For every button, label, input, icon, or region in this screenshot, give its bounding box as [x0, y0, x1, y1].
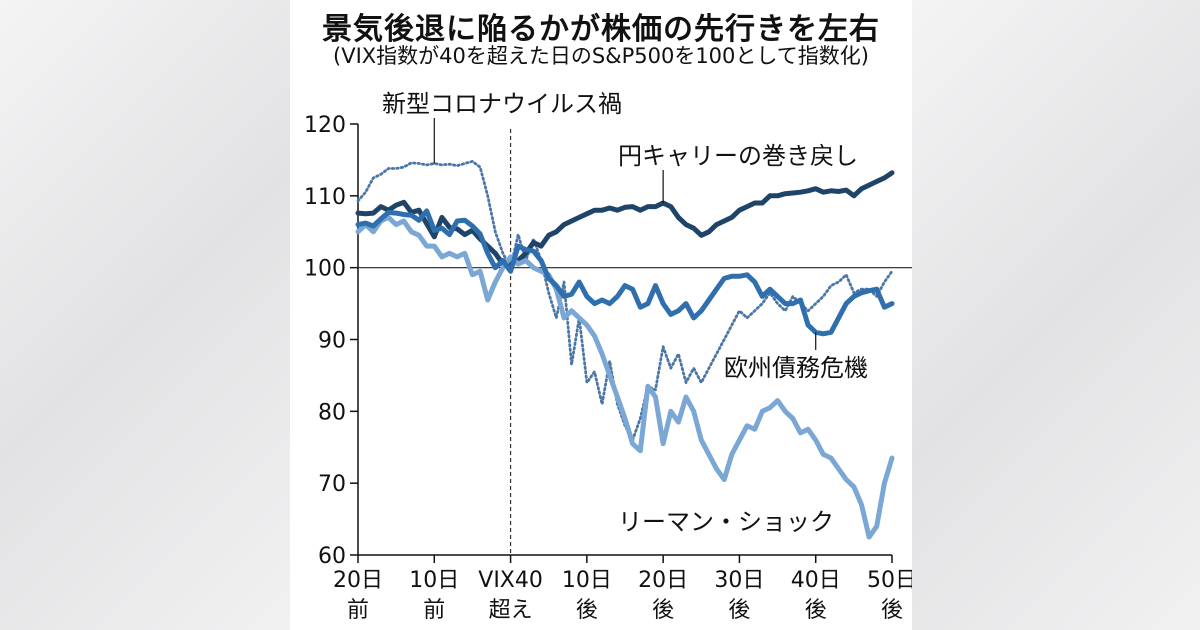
y-tick-label: 70 [318, 472, 346, 497]
x-tick-label: 10日 [409, 568, 459, 593]
x-tick-sublabel: 後 [805, 598, 827, 623]
x-tick-label: 10日 [562, 568, 612, 593]
y-tick-label: 90 [318, 329, 346, 354]
background-left [0, 0, 290, 630]
annotation-covid: 新型コロナウイルス禍 [382, 90, 622, 118]
chart-title: 景気後退に陥るかが株価の先行きを左右 [322, 12, 880, 47]
y-tick-label: 100 [304, 257, 346, 282]
y-tick-label: 80 [318, 400, 346, 425]
x-tick-label: 30日 [714, 568, 764, 593]
x-tick-sublabel: 後 [652, 598, 674, 623]
x-tick-label: 50日 [867, 568, 912, 593]
annotation-yen-carry: 円キャリーの巻き戻し [618, 142, 858, 170]
x-tick-label: 40日 [791, 568, 841, 593]
x-tick-sublabel: 後 [881, 598, 903, 623]
x-tick-label: 20日 [333, 568, 383, 593]
x-tick-label: 20日 [638, 568, 688, 593]
y-tick-label: 110 [304, 185, 346, 210]
x-tick-sublabel: 後 [576, 598, 598, 623]
y-tick-label: 60 [318, 544, 346, 569]
background-right [910, 0, 1200, 630]
chart-panel: 景気後退に陥るかが株価の先行きを左右 (VIX指数が40を超えた日のS&P500… [290, 0, 912, 630]
annotation-lehman: リーマン・ショック [618, 508, 834, 536]
x-tick-sublabel: 後 [728, 598, 750, 623]
x-tick-sublabel: 前 [423, 598, 445, 623]
series-line-1 [356, 159, 894, 442]
x-tick-sublabel: 超え [489, 598, 533, 623]
x-tick-label: VIX40 [478, 568, 543, 593]
series-layer [355, 159, 895, 540]
x-tick-sublabel: 前 [347, 598, 369, 623]
y-tick-label: 120 [304, 113, 346, 138]
annotation-layer: 新型コロナウイルス禍 円キャリーの巻き戻し 欧州債務危機 リーマン・ショック [382, 90, 868, 536]
series-line-2 [355, 170, 895, 267]
annotation-euro-debt: 欧州債務危機 [724, 354, 868, 382]
chart-subtitle: (VIX指数が40を超えた日のS&P500を100として指数化) [333, 44, 869, 68]
series-line-4 [355, 214, 895, 540]
series-line-3 [355, 208, 895, 337]
